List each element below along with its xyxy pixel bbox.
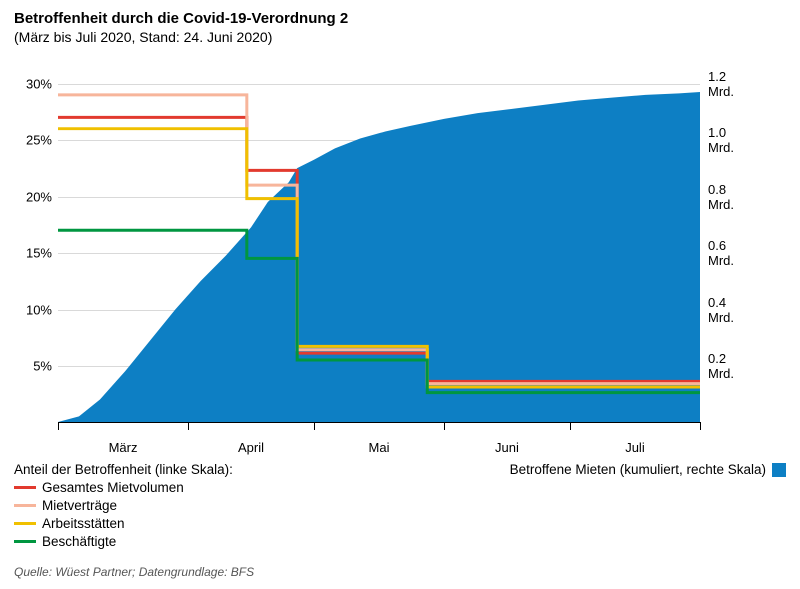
ytick-right: 1.0 Mrd. — [708, 125, 734, 155]
legend-item-label: Arbeitsstätten — [42, 516, 125, 531]
chart-subtitle: (März bis Juli 2020, Stand: 24. Juni 202… — [14, 29, 786, 45]
legend: Anteil der Betroffenheit (linke Skala): … — [14, 462, 786, 549]
ytick-right: 0.6 Mrd. — [708, 238, 734, 268]
xtick-label: Juni — [495, 440, 519, 455]
xtick-mark — [188, 422, 189, 430]
xtick-label: Mai — [369, 440, 390, 455]
legend-right: Betroffene Mieten (kumuliert, rechte Ska… — [510, 462, 786, 477]
legend-right-label: Betroffene Mieten (kumuliert, rechte Ska… — [510, 462, 766, 477]
legend-swatch — [14, 504, 36, 507]
plot-region: 5%10%15%20%25%30%0.2 Mrd.0.4 Mrd.0.6 Mrd… — [58, 61, 700, 423]
ytick-left: 5% — [16, 359, 52, 374]
chart-title: Betroffenheit durch die Covid-19-Verordn… — [14, 10, 786, 27]
xtick-label: Juli — [625, 440, 645, 455]
ytick-right: 0.4 Mrd. — [708, 295, 734, 325]
legend-item-label: Mietverträge — [42, 498, 117, 513]
legend-item-label: Beschäftigte — [42, 534, 116, 549]
ytick-right: 0.8 Mrd. — [708, 182, 734, 212]
legend-item: Mietverträge — [14, 498, 786, 513]
ytick-right: 0.2 Mrd. — [708, 351, 734, 381]
xtick-label: März — [109, 440, 138, 455]
legend-swatch — [14, 486, 36, 489]
xtick-mark — [570, 422, 571, 430]
ytick-left: 30% — [16, 76, 52, 91]
source-text: Quelle: Wüest Partner; Datengrundlage: B… — [14, 565, 254, 579]
legend-item: Arbeitsstätten — [14, 516, 786, 531]
ytick-left: 20% — [16, 189, 52, 204]
legend-swatch — [14, 522, 36, 525]
ytick-left: 10% — [16, 302, 52, 317]
xtick-mark — [314, 422, 315, 430]
ytick-left: 25% — [16, 133, 52, 148]
legend-swatch — [14, 540, 36, 543]
legend-item-label: Gesamtes Mietvolumen — [42, 480, 184, 495]
ytick-right: 1.2 Mrd. — [708, 69, 734, 99]
chart-area: 5% 10% 15% 20% 25% 30% 0.2 Mrd. 0.4 Mrd. 0.6 Mrd… — [14, 61, 786, 461]
xtick-mark — [58, 422, 59, 430]
ytick-left: 15% — [16, 246, 52, 261]
xtick-mark — [444, 422, 445, 430]
legend-item: Gesamtes Mietvolumen — [14, 480, 786, 495]
xtick-label: April — [238, 440, 264, 455]
area-swatch — [772, 463, 786, 477]
legend-items: Gesamtes Mietvolumen Mietverträge Arbeitss… — [14, 480, 786, 549]
legend-item: Beschäftigte — [14, 534, 786, 549]
area-series — [58, 92, 700, 422]
xtick-mark — [700, 422, 701, 430]
